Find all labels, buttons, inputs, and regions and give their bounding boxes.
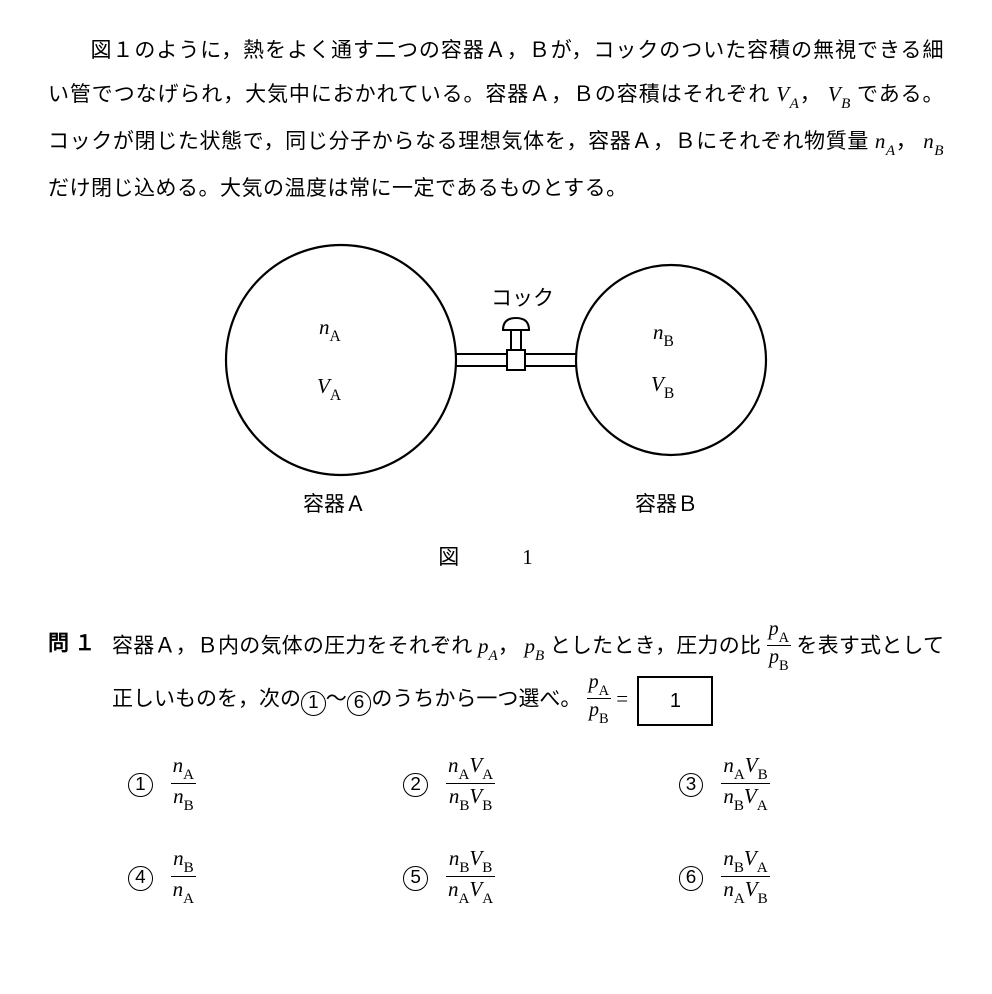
choice-frac-1: nAnB — [171, 754, 196, 813]
choice-2[interactable]: 2 nAVAnBVB — [403, 756, 668, 815]
choices: 1 nAnB 2 nAVAnBVB 3 nAVBnBVA 4 nBnA 5 nBVBnAVA 6 nB… — [128, 756, 944, 908]
sym-VA: VA — [776, 82, 799, 106]
sym-pA: pA — [478, 634, 498, 658]
sym-pB: pB — [525, 634, 545, 658]
sym-nA: nA — [875, 129, 896, 153]
sym-nB: nB — [923, 129, 944, 153]
fig-nB: nB — [653, 320, 674, 349]
fig-nA: nA — [319, 315, 341, 344]
choice-frac-5: nBVBnAVA — [446, 847, 495, 906]
range-to-icon: 6 — [347, 691, 372, 716]
intro-part1: 図１のように，熱をよく通す二つの容器Ａ，Ｂが，コックのついた容積の無視できる細い… — [48, 38, 944, 106]
choice-frac-3: nAVBnBVA — [721, 754, 769, 813]
figure: nA VA nB VB コック 容器Ａ 容器Ｂ 図 1 — [48, 230, 944, 571]
choice-label-4-icon: 4 — [128, 866, 153, 891]
range-from-icon: 1 — [301, 691, 326, 716]
question-body: 容器Ａ，Ｂ内の気体の圧力をそれぞれ pA， pB としたとき，圧力の比 pA p… — [112, 621, 944, 728]
frac-pA-pB-1: pA pB — [767, 619, 791, 672]
frac-pA-pB-2: pA pB — [587, 672, 611, 725]
fig-VA: VA — [317, 374, 341, 403]
choice-label-1-icon: 1 — [128, 773, 153, 798]
fig-labelA: 容器Ａ — [303, 488, 366, 518]
fig-caption: 図 1 — [438, 541, 554, 571]
choice-3[interactable]: 3 nAVBnBVA — [679, 756, 944, 815]
fig-VB: VB — [651, 372, 674, 401]
sym-VB: VB — [828, 82, 851, 106]
choice-6[interactable]: 6 nBVAnAVB — [679, 849, 944, 908]
choice-1[interactable]: 1 nAnB — [128, 756, 393, 815]
choice-label-6-icon: 6 — [679, 866, 704, 891]
intro-text: 図１のように，熱をよく通す二つの容器Ａ，Ｂが，コックのついた容積の無視できる細い… — [48, 28, 944, 210]
choice-label-3-icon: 3 — [679, 773, 704, 798]
choice-label-2-icon: 2 — [403, 773, 428, 798]
choice-4[interactable]: 4 nBnA — [128, 849, 393, 908]
question-1: 問 １ 容器Ａ，Ｂ内の気体の圧力をそれぞれ pA， pB としたとき，圧力の比 … — [48, 621, 944, 908]
answer-box-1[interactable]: 1 — [637, 676, 713, 726]
choice-frac-6: nBVAnAVB — [721, 847, 769, 906]
choice-frac-2: nAVAnBVB — [446, 754, 495, 813]
question-head: 問 １ — [48, 621, 95, 665]
choice-label-5-icon: 5 — [403, 866, 428, 891]
choice-frac-4: nBnA — [171, 847, 196, 906]
choice-5[interactable]: 5 nBVBnAVA — [403, 849, 668, 908]
fig-labelB: 容器Ｂ — [635, 488, 698, 518]
intro-part3: だけ閉じ込める。大気の温度は常に一定であるものとする。 — [48, 176, 628, 200]
fig-cock-label: コック — [491, 282, 554, 312]
containers-svg — [191, 230, 801, 535]
